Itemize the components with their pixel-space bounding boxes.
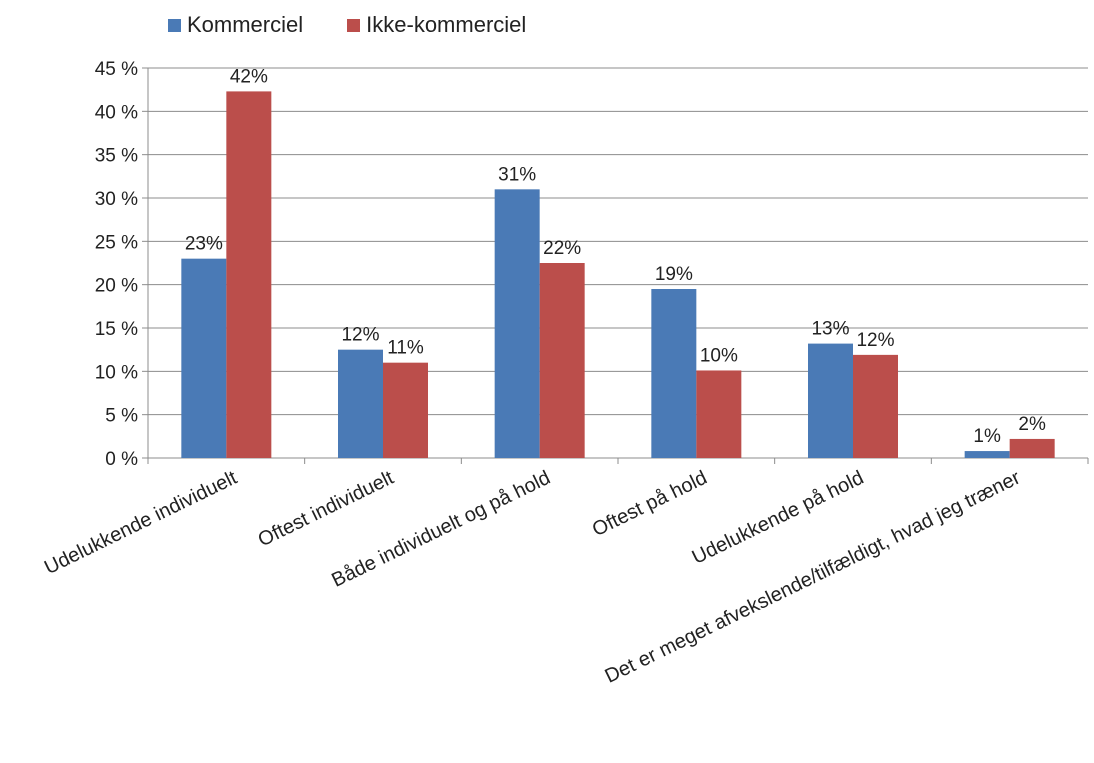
- x-tick-label: Oftest individuelt: [255, 467, 398, 552]
- x-tick-label: Udelukkende individuelt: [41, 467, 241, 580]
- data-label: 2%: [1018, 414, 1046, 435]
- data-label: 19%: [655, 264, 693, 285]
- y-tick-label: 25 %: [95, 232, 138, 253]
- data-label: 31%: [498, 164, 536, 185]
- x-tick-label: Oftest på hold: [589, 467, 711, 541]
- bar-ikke-kommerciel: [696, 370, 742, 458]
- data-label: 22%: [543, 238, 581, 259]
- data-label: 13%: [811, 319, 849, 340]
- bar-kommerciel: [808, 343, 853, 458]
- y-tick-label: 45 %: [95, 59, 138, 80]
- y-tick-label: 15 %: [95, 319, 138, 340]
- bar-kommerciel: [964, 451, 1010, 458]
- y-tick-label: 0 %: [105, 449, 138, 470]
- y-tick-label: 35 %: [95, 146, 138, 167]
- legend-swatch-kommerciel: [168, 18, 181, 32]
- y-tick-label: 40 %: [95, 102, 138, 123]
- legend-item-kommerciel: Kommerciel: [168, 12, 303, 38]
- bar-kommerciel: [494, 189, 540, 459]
- bar-kommerciel: [181, 258, 227, 458]
- data-label: 10%: [700, 345, 738, 366]
- legend-label-kommerciel: Kommerciel: [187, 12, 304, 37]
- y-tick-label: 5 %: [105, 406, 138, 427]
- legend-item-ikke-kommerciel: Ikke-kommerciel: [347, 12, 526, 38]
- bar-ikke-kommerciel: [226, 91, 272, 459]
- bar-kommerciel: [651, 289, 697, 458]
- bar-ikke-kommerciel: [539, 263, 585, 458]
- bar-ikke-kommerciel: [1009, 438, 1055, 458]
- y-tick-label: 10 %: [95, 362, 138, 383]
- data-label: 42%: [230, 66, 268, 87]
- y-tick-label: 20 %: [95, 276, 138, 297]
- data-label: 23%: [185, 234, 223, 255]
- legend-label-ikke-kommerciel: Ikke-kommerciel: [366, 12, 527, 37]
- data-label: 12%: [341, 325, 379, 346]
- legend: Kommerciel Ikke-kommerciel: [168, 12, 526, 38]
- bar-ikke-kommerciel: [853, 354, 898, 458]
- legend-swatch-ikke-kommerciel: [347, 18, 361, 32]
- data-label: 1%: [973, 426, 1001, 447]
- bar-kommerciel: [338, 349, 383, 458]
- data-label: 11%: [387, 338, 424, 359]
- bar-ikke-kommerciel: [383, 362, 428, 458]
- y-tick-label: 30 %: [95, 189, 138, 210]
- data-label: 12%: [856, 330, 894, 351]
